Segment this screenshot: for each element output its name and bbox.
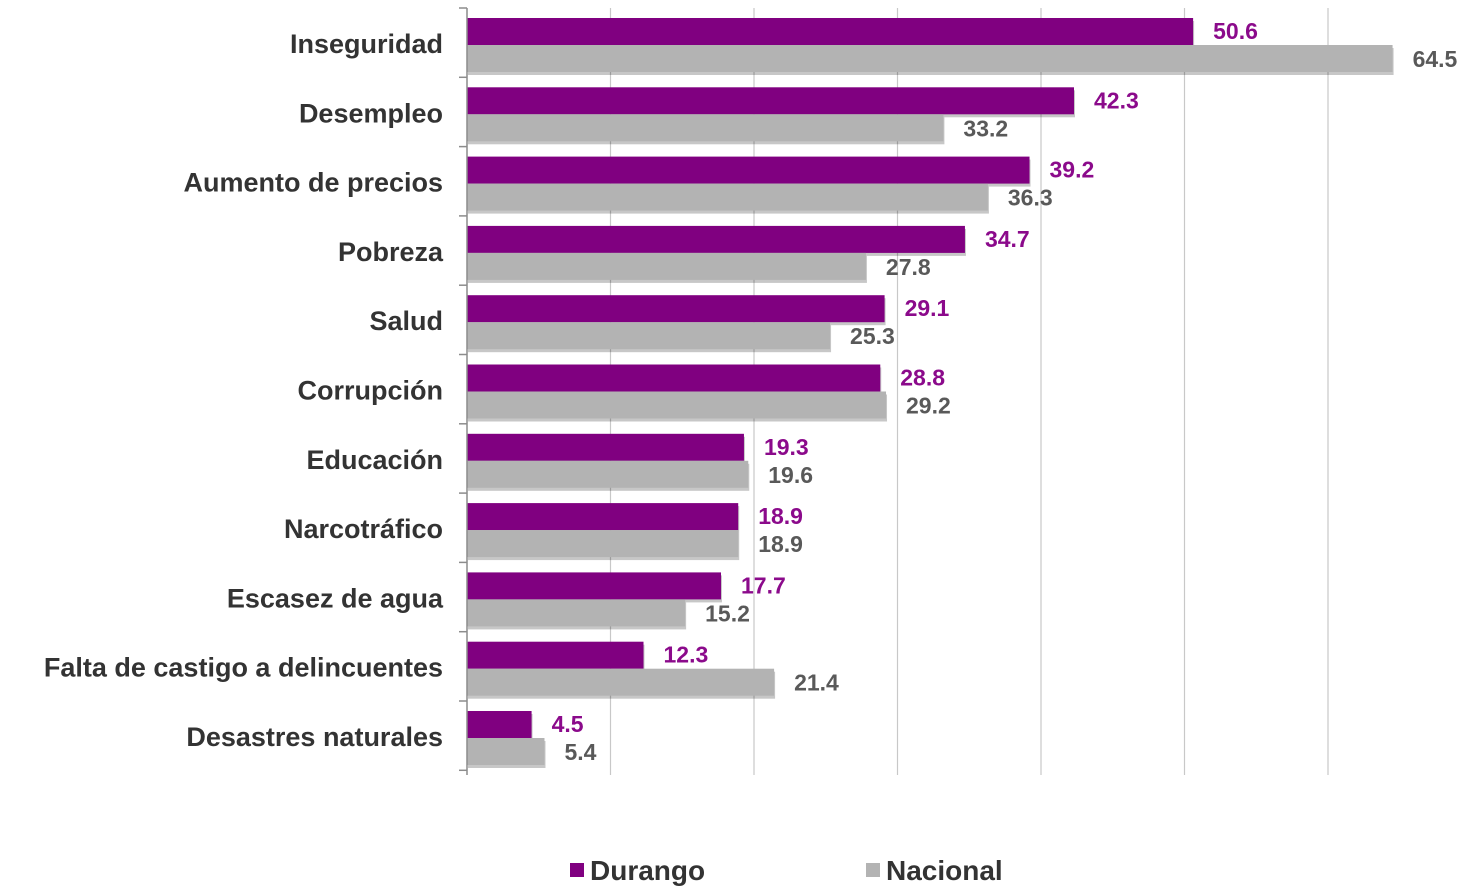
bar-durango-8 bbox=[467, 503, 739, 531]
category-label: Falta de castigo a delincuentes bbox=[44, 653, 443, 683]
data-label-durango: 28.8 bbox=[900, 365, 945, 391]
bar-durango-3 bbox=[467, 156, 1030, 184]
category-label: Corrupción bbox=[298, 376, 444, 406]
bar-nacional-3 bbox=[467, 183, 988, 211]
data-label-durango: 39.2 bbox=[1050, 157, 1095, 183]
data-label-durango: 34.7 bbox=[985, 226, 1030, 252]
bar-durango-5 bbox=[467, 295, 885, 323]
chart-bars bbox=[467, 18, 1394, 768]
bar-nacional-4 bbox=[467, 252, 866, 280]
data-label-nacional: 25.3 bbox=[850, 323, 895, 349]
legend-label-nacional: Nacional bbox=[886, 855, 1003, 886]
bar-durango-4 bbox=[467, 225, 965, 253]
category-label: Salud bbox=[369, 306, 443, 336]
legend-label-durango: Durango bbox=[590, 855, 705, 886]
category-label: Escasez de agua bbox=[227, 583, 444, 613]
data-label-nacional: 33.2 bbox=[963, 115, 1008, 141]
bar-nacional-5 bbox=[467, 322, 831, 350]
bar-nacional-9 bbox=[467, 599, 686, 627]
bar-durango-2 bbox=[467, 87, 1075, 115]
bar-nacional-10 bbox=[467, 668, 775, 696]
bar-durango-9 bbox=[467, 572, 721, 600]
category-label: Narcotráfico bbox=[284, 514, 443, 544]
bar-nacional-1 bbox=[467, 45, 1393, 72]
data-label-nacional: 21.4 bbox=[794, 670, 839, 696]
bar-durango-6 bbox=[467, 364, 881, 392]
chart-legend: Durango Nacional bbox=[570, 855, 1003, 886]
data-label-durango: 50.6 bbox=[1213, 18, 1258, 44]
bar-nacional-8 bbox=[467, 530, 739, 558]
data-label-nacional: 18.9 bbox=[758, 531, 803, 557]
chart-axis bbox=[459, 7, 468, 775]
category-label: Aumento de precios bbox=[183, 168, 443, 198]
data-label-durango: 12.3 bbox=[664, 642, 709, 668]
bar-nacional-7 bbox=[467, 460, 749, 488]
category-label: Desempleo bbox=[299, 98, 443, 128]
data-label-durango: 42.3 bbox=[1094, 87, 1139, 113]
category-label: Desastres naturales bbox=[186, 722, 443, 752]
category-labels: Inseguridad Desempleo Aumento de precios Po… bbox=[44, 29, 444, 752]
legend-swatch-nacional bbox=[866, 863, 880, 877]
data-label-durango: 4.5 bbox=[552, 711, 584, 737]
data-label-nacional: 27.8 bbox=[886, 254, 931, 280]
category-label: Educación bbox=[306, 445, 443, 475]
data-label-durango: 18.9 bbox=[758, 503, 803, 529]
bar-nacional-6 bbox=[467, 391, 887, 419]
bar-nacional-2 bbox=[467, 114, 944, 142]
data-label-durango: 29.1 bbox=[905, 295, 950, 321]
bar-durango-10 bbox=[467, 641, 644, 669]
bar-durango-1 bbox=[467, 18, 1194, 45]
category-label: Pobreza bbox=[338, 237, 444, 267]
bar-nacional-11 bbox=[467, 738, 545, 765]
data-label-nacional: 36.3 bbox=[1008, 185, 1053, 211]
data-label-nacional: 29.2 bbox=[906, 393, 951, 419]
legend-swatch-durango bbox=[570, 863, 584, 877]
data-label-durango: 19.3 bbox=[764, 434, 809, 460]
data-label-durango: 17.7 bbox=[741, 572, 786, 598]
data-label-nacional: 64.5 bbox=[1413, 46, 1458, 72]
category-label: Inseguridad bbox=[290, 29, 443, 59]
data-label-nacional: 5.4 bbox=[564, 739, 596, 765]
data-label-nacional: 15.2 bbox=[705, 600, 750, 626]
value-labels: 50.6 64.5 42.3 33.2 39.236.3 34.7 27.8 29.1 25.3… bbox=[552, 18, 1458, 765]
data-label-nacional: 19.6 bbox=[768, 462, 813, 488]
bar-durango-7 bbox=[467, 433, 744, 461]
bar-durango-11 bbox=[467, 711, 532, 738]
